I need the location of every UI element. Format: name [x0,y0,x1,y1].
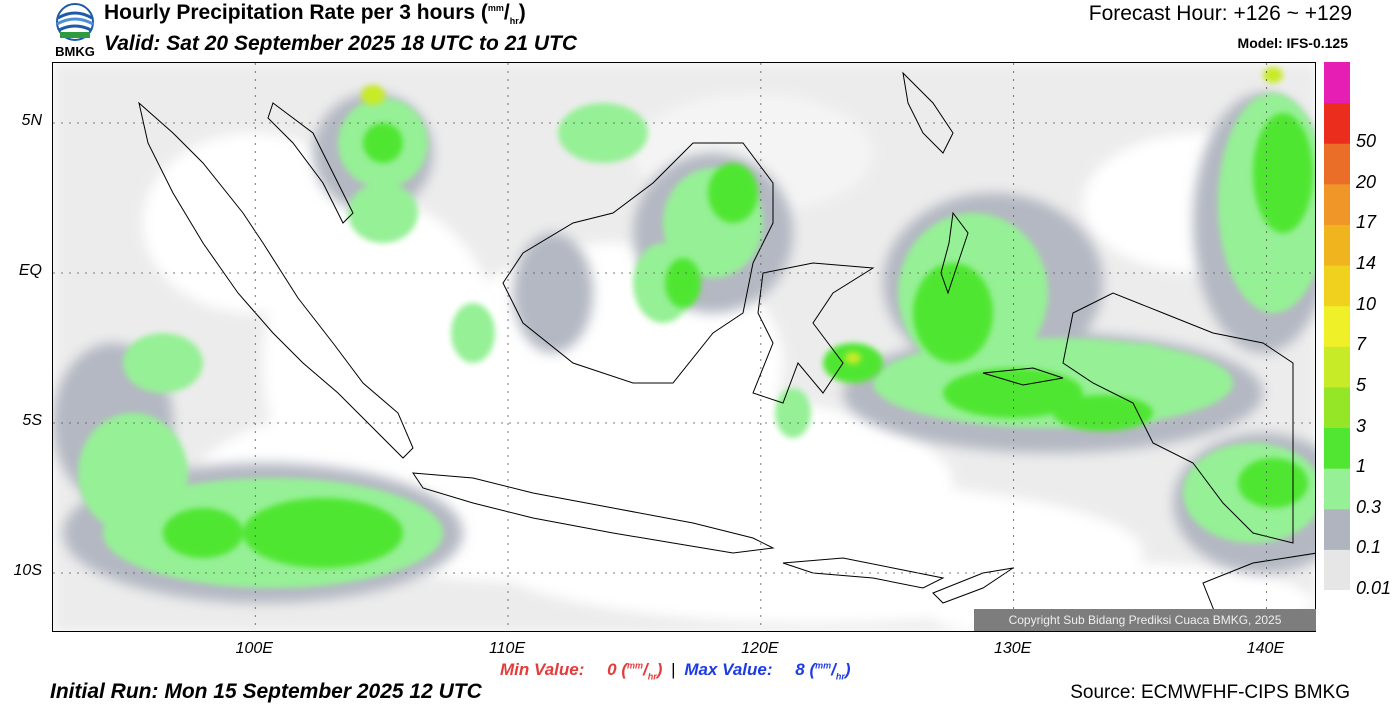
title-close: ) [518,1,526,24]
max-unit: (mm/hr) [809,660,851,682]
legend-swatch [1324,143,1350,185]
legend-swatch [1324,183,1350,225]
map-canvas [53,63,1315,631]
coast-lesser-sunda [782,557,945,589]
lat-label: 5S [22,412,42,429]
precipitation-map [52,62,1316,632]
model-name: Model: IFS-0.125 [1237,35,1348,51]
legend-swatch [1324,386,1350,429]
legend-label: 50 [1356,131,1377,152]
lat-label: 5N [21,112,42,129]
lon-label: 100E [235,640,273,657]
bmkg-logo: BMKG [52,2,98,60]
coast-sulawesi [752,262,875,404]
legend-swatch [1324,62,1350,104]
legend-label: 5 [1356,374,1367,395]
logo-text: BMKG [55,44,95,59]
title-unit-den: hr [509,16,519,27]
max-label: Max Value: [684,660,773,679]
lon-label: 120E [741,640,779,657]
legend-label: 14 [1356,253,1377,274]
min-max-values: Min Value: 0 (mm/hr) | Max Value: 8 (mm/… [500,660,851,681]
coast-malaysia [267,102,354,224]
legend-label: 1 [1356,456,1367,477]
min-max-separator: | [671,660,676,679]
coast-papua [1062,292,1294,544]
precip-layer-green [163,113,1313,568]
gridlines [53,63,1315,631]
max-unit-num: mm [815,660,832,671]
legend-swatch [1324,468,1350,510]
legend-label: 3 [1356,415,1367,436]
legend-label: 0.3 [1356,496,1382,517]
legend-label: 7 [1356,334,1367,355]
forecast-hour: Forecast Hour: +126 ~ +129 [1088,2,1352,25]
coast-java [412,472,775,554]
title-unit-num: mm [487,3,504,13]
coast-halmahera [940,211,969,295]
min-unit: (mm/hr) [621,660,663,682]
min-unit-num: mm [627,660,644,671]
min-unit-den: hr [647,671,657,682]
max-value: 8 [795,660,805,679]
valid-time: Valid: Sat 20 September 2025 18 UTC to 2… [104,32,578,55]
legend-swatch [1324,265,1350,307]
legend-label: 10 [1356,293,1377,314]
initial-run: Initial Run: Mon 15 September 2025 12 UT… [50,680,482,703]
legend-label: 17 [1356,212,1377,233]
bmkg-logo-icon [56,3,94,41]
lon-label: 140E [1246,640,1285,657]
color-legend [1324,62,1350,590]
legend-swatch [1324,102,1350,144]
legend-swatch [1324,305,1350,347]
legend-swatch [1324,427,1350,469]
lon-label: 110E [488,640,526,657]
data-source: Source: ECMWFHF-CIPS BMKG [1070,682,1350,703]
legend-label: 0.01 [1356,578,1392,598]
coast-philippines [902,71,954,154]
precip-layer-yellowgreen [361,67,1283,364]
lat-label: EQ [18,262,42,279]
legend-swatch [1324,549,1350,590]
min-value: 0 [607,660,617,679]
map-title: Hourly Precipitation Rate per 3 hours (m… [104,1,526,27]
coast-seram [982,367,1064,386]
coast-timor [932,567,1014,604]
legend-swatch [1324,508,1350,550]
legend-swatch [1324,224,1350,266]
lon-label: 130E [993,640,1032,657]
coastlines [138,71,1315,631]
coast-sumatra [138,101,414,459]
copyright-banner: Copyright Sub Bidang Prediksi Cuaca BMKG… [974,609,1316,631]
legend-swatch [1324,346,1350,388]
legend-label: 20 [1356,171,1377,192]
min-label: Min Value: [500,660,585,679]
legend-label: 0.1 [1356,537,1382,558]
lat-label: 10S [13,562,42,579]
title-text: Hourly Precipitation Rate per 3 hours ( [104,1,488,24]
max-unit-den: hr [835,671,845,682]
coast-borneo [502,142,774,384]
